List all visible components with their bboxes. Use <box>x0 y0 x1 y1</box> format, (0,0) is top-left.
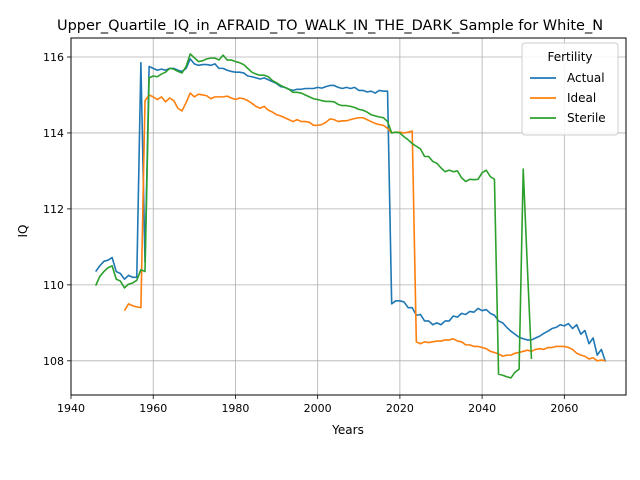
x-tick-label: 1960 <box>139 402 167 415</box>
legend-entry-ideal: Ideal <box>530 91 596 105</box>
grid-lines <box>70 38 626 395</box>
x-axis-ticks: 1940 1960 1980 2000 2020 2040 2060 <box>57 395 578 415</box>
x-axis-label: Years <box>331 423 364 437</box>
series-line-sterile <box>94 53 533 379</box>
legend-label: Actual <box>567 71 605 85</box>
y-tick-label: 110 <box>43 279 64 292</box>
legend-label: Ideal <box>567 91 596 105</box>
x-tick-label: 2040 <box>468 402 496 415</box>
plot-frame <box>70 37 627 396</box>
y-axis-label: IQ <box>16 225 30 238</box>
y-tick-label: 108 <box>43 355 64 368</box>
y-tick-label: 114 <box>43 127 64 140</box>
legend-title: Fertility <box>547 50 592 64</box>
y-axis-ticks: 108 110 112 114 116 <box>43 51 71 368</box>
legend-entry-sterile: Sterile <box>530 111 606 125</box>
chart-title: Upper_Quartile_IQ_in_AFRAID_TO_WALK_IN_T… <box>57 18 603 34</box>
x-tick-label: 2000 <box>304 402 332 415</box>
legend-box <box>521 42 619 136</box>
y-tick-label: 116 <box>43 51 64 64</box>
x-tick-label: 1980 <box>221 402 249 415</box>
series-line-ideal <box>123 92 606 362</box>
legend-entry-actual: Actual <box>530 71 605 85</box>
series-lines <box>94 53 607 379</box>
legend-label: Sterile <box>567 111 606 125</box>
x-tick-label: 1940 <box>57 402 85 415</box>
x-tick-label: 2020 <box>386 402 414 415</box>
y-tick-label: 112 <box>43 203 64 216</box>
legend: Fertility Actual Ideal Sterile <box>521 42 619 136</box>
x-tick-label: 2060 <box>550 402 578 415</box>
